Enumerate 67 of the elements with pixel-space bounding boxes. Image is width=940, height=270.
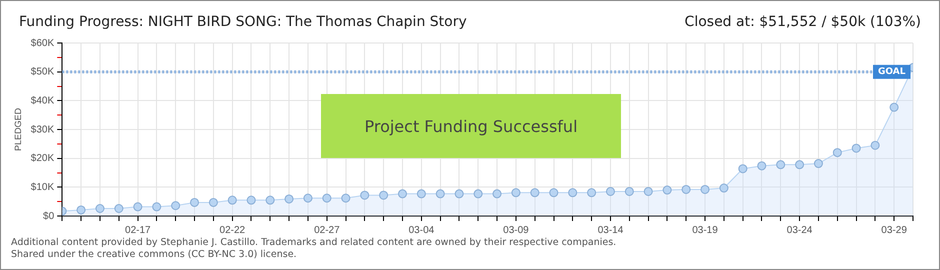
point [814,159,823,168]
point [719,184,728,193]
point [152,202,162,212]
y-tick-label: $50K [30,66,54,78]
x-tick-label: 03-24 [786,224,813,236]
point [284,194,294,204]
point [870,140,880,150]
point [76,205,86,214]
point [95,204,104,214]
point [587,188,596,198]
x-tick-label: 03-14 [598,224,624,236]
y-tick-label: $30K [30,124,54,136]
y-axis-title: PLEDGED [12,107,23,152]
y-tick-label: $40K [30,95,54,106]
point [171,201,180,210]
point [549,188,558,198]
chart-subtitle: Closed at: $51,552 / $50k (103%) [684,14,921,30]
point [322,194,332,203]
y-tick-label: $10K [30,182,54,193]
x-tick-label: 03-19 [692,224,718,236]
text: Shared under the creative commons (CC BY-NC 3.0) license. [11,249,297,260]
point [436,189,445,198]
point [133,202,142,212]
point [644,186,653,196]
x-tick-label: 03-04 [408,224,435,236]
point [266,196,275,205]
x-tick-label: 03-09 [503,224,530,236]
point [776,160,786,170]
point [190,198,200,207]
point [379,190,388,200]
point [568,188,578,198]
text: Additional content provided by Stephanie J. Castillo. Trademarks and related content are owned by their respective companies. [11,237,616,248]
point [474,189,483,198]
point [246,196,256,205]
point [416,189,426,198]
y-tick-label: $60K [30,38,54,49]
point [795,160,804,170]
ref-line-label: GOAL [878,67,906,78]
point [700,184,710,194]
success-banner: Project Funding Successful [321,94,621,158]
x-tick-label: 02-17 [124,224,152,236]
point [341,194,350,203]
point [606,186,615,196]
point [303,194,312,203]
point [662,186,672,195]
x-tick-label: 02-22 [220,224,246,236]
point [890,102,899,112]
y-tick-label: $0 [43,210,55,222]
point [454,189,464,198]
point [511,188,520,198]
point [682,184,691,194]
point [492,189,502,198]
point [738,164,748,174]
y-tick-label: $20K [30,153,54,164]
point [114,204,124,214]
point [832,148,842,158]
point [208,198,218,207]
point [360,190,370,200]
x-tick-label: 02-27 [314,224,340,236]
point [624,186,634,196]
point [530,188,540,198]
x-tick-label: 03-29 [881,224,908,236]
point [228,196,237,205]
point [852,144,861,153]
point [757,161,766,170]
chart-title: Funding Progress: NIGHT BIRD SONG: The Thomas Chapin Story [19,14,467,30]
point [398,189,407,198]
